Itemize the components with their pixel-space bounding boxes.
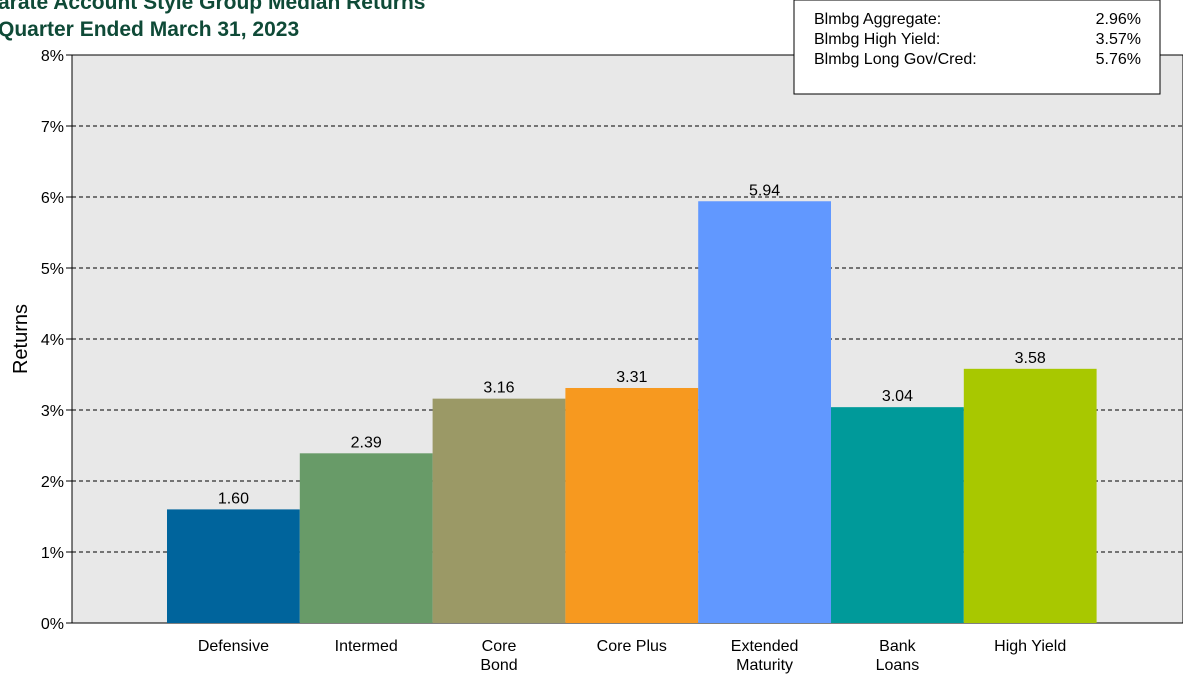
bar-value-label: 3.16 — [483, 380, 514, 397]
legend-item-value: 2.96% — [1096, 11, 1141, 28]
bar — [963, 368, 1097, 623]
x-tick-label: Loans — [876, 657, 920, 674]
x-tick-label: Maturity — [736, 657, 793, 674]
x-tick-label: Bank — [879, 638, 916, 655]
bar — [167, 509, 300, 623]
bar — [831, 407, 964, 623]
chart-title-line2: Quarter Ended March 31, 2023 — [0, 18, 299, 41]
x-axis: Defensive Intermed Core Bond Core Plus Extend… — [198, 638, 1066, 674]
y-tick-label: 7% — [41, 119, 64, 136]
y-axis-label: Returns — [10, 304, 32, 374]
x-tick-label: Bond — [480, 657, 517, 674]
x-tick-label: Core Plus — [597, 638, 667, 655]
x-tick-label: Extended — [731, 638, 799, 655]
bar-value-label: 1.60 — [218, 490, 249, 507]
bar-value-label: 3.31 — [616, 369, 647, 386]
bar — [565, 387, 699, 623]
y-tick-label: 3% — [41, 403, 64, 420]
legend-item-value: 5.76% — [1096, 51, 1141, 68]
bar-value-label: 2.39 — [351, 434, 382, 451]
legend-item-value: 3.57% — [1096, 31, 1141, 48]
y-tick-label: 5% — [41, 261, 64, 278]
bar — [432, 398, 566, 623]
chart-title-line1: arate Account Style Group Median Returns — [0, 0, 425, 14]
x-tick-label: Defensive — [198, 638, 269, 655]
y-tick-label: 2% — [41, 474, 64, 491]
bar — [698, 201, 831, 623]
y-tick-label: 1% — [41, 545, 64, 562]
bar-value-label: 3.04 — [882, 388, 913, 405]
legend-item-name: Blmbg High Yield: — [814, 31, 940, 48]
legend-box — [793, 0, 1161, 95]
legend-item-name: Blmbg Long Gov/Cred: — [814, 51, 977, 68]
x-tick-label: Intermed — [335, 638, 398, 655]
x-tick-label: Core — [482, 638, 517, 655]
benchmark-legend: Blmbg Aggregate: 2.96% Blmbg High Yield: 3.… — [793, 0, 1161, 95]
y-tick-label: 4% — [41, 332, 64, 349]
bar — [299, 453, 433, 623]
legend-item-name: Blmbg Aggregate: — [814, 11, 941, 28]
y-tick-label: 6% — [41, 190, 64, 207]
bar-value-label: 3.58 — [1015, 350, 1046, 367]
bar-value-label: 5.94 — [749, 182, 780, 199]
y-tick-label: 8% — [41, 48, 64, 65]
y-axis: 0% 1% 2% 3% 4% 5% 6% 7% 8% — [41, 48, 72, 633]
bars-group: 1.60 2.39 3.16 3.31 5.94 3.04 3.58 — [167, 182, 1097, 623]
x-tick-label: High Yield — [994, 638, 1066, 655]
y-tick-label: 0% — [41, 616, 64, 633]
